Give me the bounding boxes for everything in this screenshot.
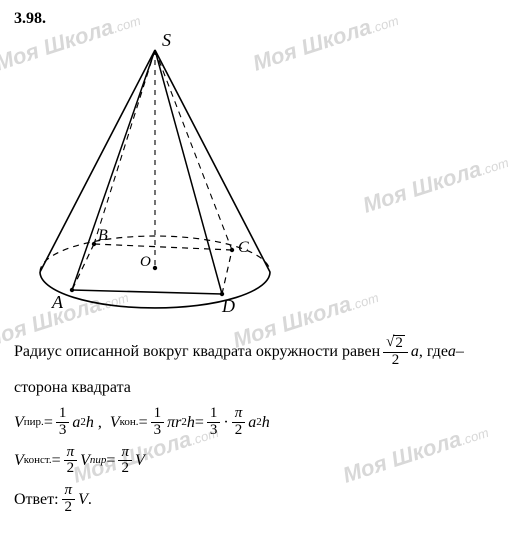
label-o: O (140, 254, 151, 270)
label-d: D (221, 296, 235, 312)
geometry-figure: S A D C B O (22, 32, 504, 317)
var-a: a (411, 339, 419, 365)
text-radius: Радиус описанной вокруг квадрата окружно… (14, 339, 380, 365)
problem-number: 3.98. (14, 10, 504, 28)
label-b: B (98, 227, 108, 244)
solution-text: Радиус описанной вокруг квадрата окружно… (14, 335, 504, 516)
formula-vkonst: Vконст. = π2 Vпир = π2 V (14, 445, 504, 478)
label-s: S (162, 32, 171, 50)
answer-line: Ответ: π2 V . (14, 483, 504, 516)
frac-sqrt2-2: √2 2 (383, 335, 408, 369)
formula-vpir-vkon: Vпир. = 13 a2h , Vкон. = 13 πr2h = 13 · … (14, 406, 504, 439)
label-c: C (238, 239, 249, 256)
label-a: A (51, 292, 64, 312)
text-side: сторона квадрата (14, 375, 131, 401)
